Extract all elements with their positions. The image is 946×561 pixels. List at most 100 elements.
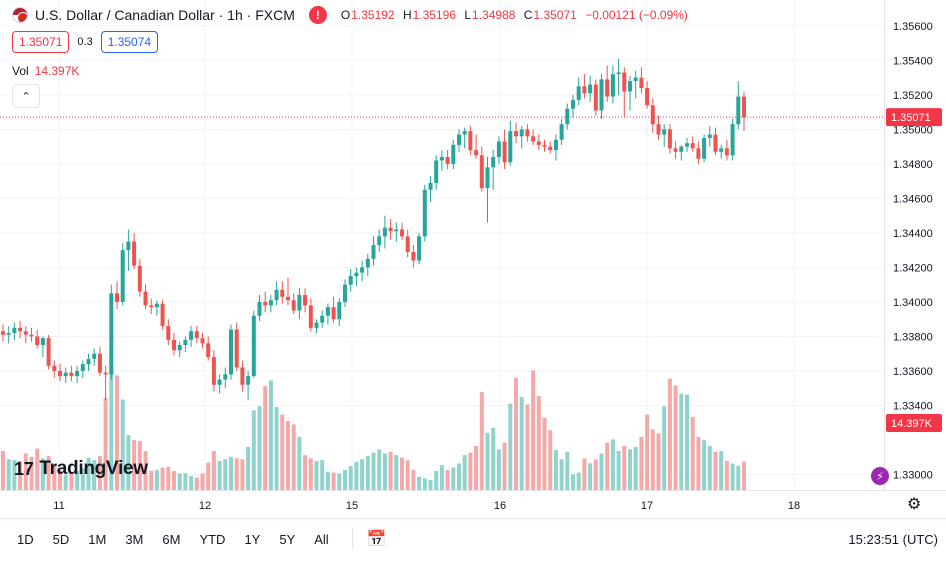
candle-body bbox=[360, 267, 365, 273]
candle-body bbox=[29, 334, 34, 337]
alert-icon[interactable]: ! bbox=[308, 6, 327, 24]
tradingview-logo-icon: 17 bbox=[14, 458, 34, 479]
usdcad-flag-icon bbox=[12, 7, 28, 23]
high-label: H bbox=[402, 8, 412, 22]
candle-body bbox=[92, 353, 97, 359]
candle-body bbox=[206, 343, 211, 358]
candle-body bbox=[177, 345, 182, 351]
calendar-range-icon[interactable]: 📅 bbox=[366, 531, 387, 548]
candle-body bbox=[502, 141, 507, 163]
price-tick-label: 1.35000 bbox=[893, 124, 933, 136]
range-ytd-button[interactable]: YTD bbox=[199, 531, 226, 547]
price-tick-label: 1.33000 bbox=[893, 469, 933, 481]
volume-bar bbox=[582, 458, 587, 490]
volume-bar bbox=[92, 460, 97, 490]
chevron-up-icon: ⌃ bbox=[21, 90, 31, 103]
tradingview-logo[interactable]: 17 TradingView bbox=[14, 458, 148, 480]
last-price-label-bg bbox=[886, 108, 942, 127]
candle-body bbox=[405, 236, 410, 252]
candle-body bbox=[194, 331, 199, 339]
time-tick-label: 16 bbox=[494, 500, 506, 512]
candle-body bbox=[519, 129, 524, 137]
volume-bar bbox=[565, 451, 570, 490]
candle-body bbox=[189, 331, 194, 340]
gear-icon[interactable]: ⚙ bbox=[907, 496, 922, 513]
candle-body bbox=[343, 284, 347, 302]
volume-bar bbox=[599, 453, 604, 490]
candle-body bbox=[457, 134, 461, 145]
volume-bar bbox=[531, 370, 536, 490]
price-chart[interactable]: 1.35600 1.35400 1.35200 1.35000 1.34800 1.346… bbox=[0, 0, 946, 518]
volume-bar bbox=[29, 456, 34, 490]
price-axis[interactable]: 1.35600 1.35400 1.35200 1.35000 1.34800 1.346… bbox=[0, 0, 942, 490]
volume-bar bbox=[223, 459, 228, 490]
range-3m-button[interactable]: 3M bbox=[125, 531, 144, 547]
candle-body bbox=[183, 339, 188, 346]
range-6m-button[interactable]: 6M bbox=[162, 531, 181, 547]
buy-price-button[interactable]: 1.35074 bbox=[100, 31, 159, 53]
volume-bar bbox=[639, 436, 644, 490]
candle-body bbox=[109, 293, 114, 375]
candle-body bbox=[667, 129, 672, 149]
range-1d-button[interactable]: 1D bbox=[17, 531, 34, 547]
volume-bar bbox=[707, 446, 712, 490]
candle-body bbox=[736, 96, 741, 125]
sell-price-button[interactable]: 1.35071 bbox=[12, 31, 70, 53]
volume-bar bbox=[80, 468, 85, 490]
volume-bar bbox=[553, 450, 558, 490]
candle-body bbox=[132, 241, 137, 266]
symbol-header[interactable]: U.S. Dollar / Canadian Dollar · 1h · FXC… bbox=[12, 5, 693, 25]
price-tick-label: 1.34400 bbox=[893, 228, 933, 240]
candle-body bbox=[63, 372, 68, 377]
candle-body bbox=[120, 250, 125, 302]
volume-bar bbox=[713, 451, 718, 490]
events-icon[interactable]: ⚡ bbox=[871, 467, 889, 485]
candle-body bbox=[434, 160, 439, 183]
volume-bar bbox=[240, 459, 245, 490]
candle-body bbox=[257, 301, 262, 316]
volume-bar bbox=[742, 461, 746, 490]
volume-bar bbox=[411, 470, 416, 490]
volume-bar bbox=[348, 465, 353, 490]
candle-body bbox=[742, 96, 746, 118]
volume-bar bbox=[417, 476, 422, 490]
collapse-legend-button[interactable]: ⌃ bbox=[12, 84, 40, 108]
clock-readout[interactable]: 15:23:51 (UTC) bbox=[848, 531, 938, 547]
close-value: 1.35071 bbox=[533, 8, 577, 22]
range-5d-button[interactable]: 5D bbox=[52, 531, 70, 547]
range-all-button[interactable]: All bbox=[314, 531, 329, 547]
time-axis[interactable]: 11 12 15 16 17 18 bbox=[0, 490, 946, 513]
price-tick-label: 1.33400 bbox=[893, 400, 933, 412]
candle-body bbox=[200, 338, 205, 344]
volume-bar bbox=[137, 441, 142, 490]
candle-body bbox=[656, 124, 661, 135]
volume-legend[interactable]: Vol 14.397K bbox=[12, 64, 79, 78]
volume-bar bbox=[343, 470, 347, 490]
range-1m-button[interactable]: 1M bbox=[88, 531, 107, 547]
volume-bar bbox=[189, 475, 194, 490]
candle-body bbox=[246, 376, 251, 385]
candle-body bbox=[576, 86, 581, 101]
symbol-title[interactable]: U.S. Dollar / Canadian Dollar · 1h · FXC… bbox=[35, 7, 295, 23]
volume-bar bbox=[40, 458, 45, 490]
range-1y-button[interactable]: 1Y bbox=[244, 531, 261, 547]
high-value: 1.35196 bbox=[412, 8, 457, 22]
candle-body bbox=[439, 157, 444, 161]
candle-body bbox=[508, 131, 513, 163]
last-volume-label-bg bbox=[886, 414, 942, 432]
candlesticks bbox=[1, 58, 746, 401]
candle-body bbox=[69, 372, 74, 377]
volume-bar bbox=[229, 456, 233, 490]
volume-bar bbox=[622, 446, 627, 490]
volume-bar bbox=[308, 458, 313, 490]
range-5y-button[interactable]: 5Y bbox=[279, 531, 296, 547]
candle-body bbox=[610, 74, 615, 97]
candle-body bbox=[548, 146, 553, 151]
volume-bar bbox=[286, 421, 290, 490]
candle-body bbox=[12, 327, 17, 333]
price-tick-label: 1.33800 bbox=[893, 331, 933, 343]
volume-bar bbox=[388, 451, 393, 490]
volume-bar bbox=[75, 470, 80, 490]
candle-body bbox=[86, 358, 91, 365]
volume-bar bbox=[679, 393, 684, 490]
